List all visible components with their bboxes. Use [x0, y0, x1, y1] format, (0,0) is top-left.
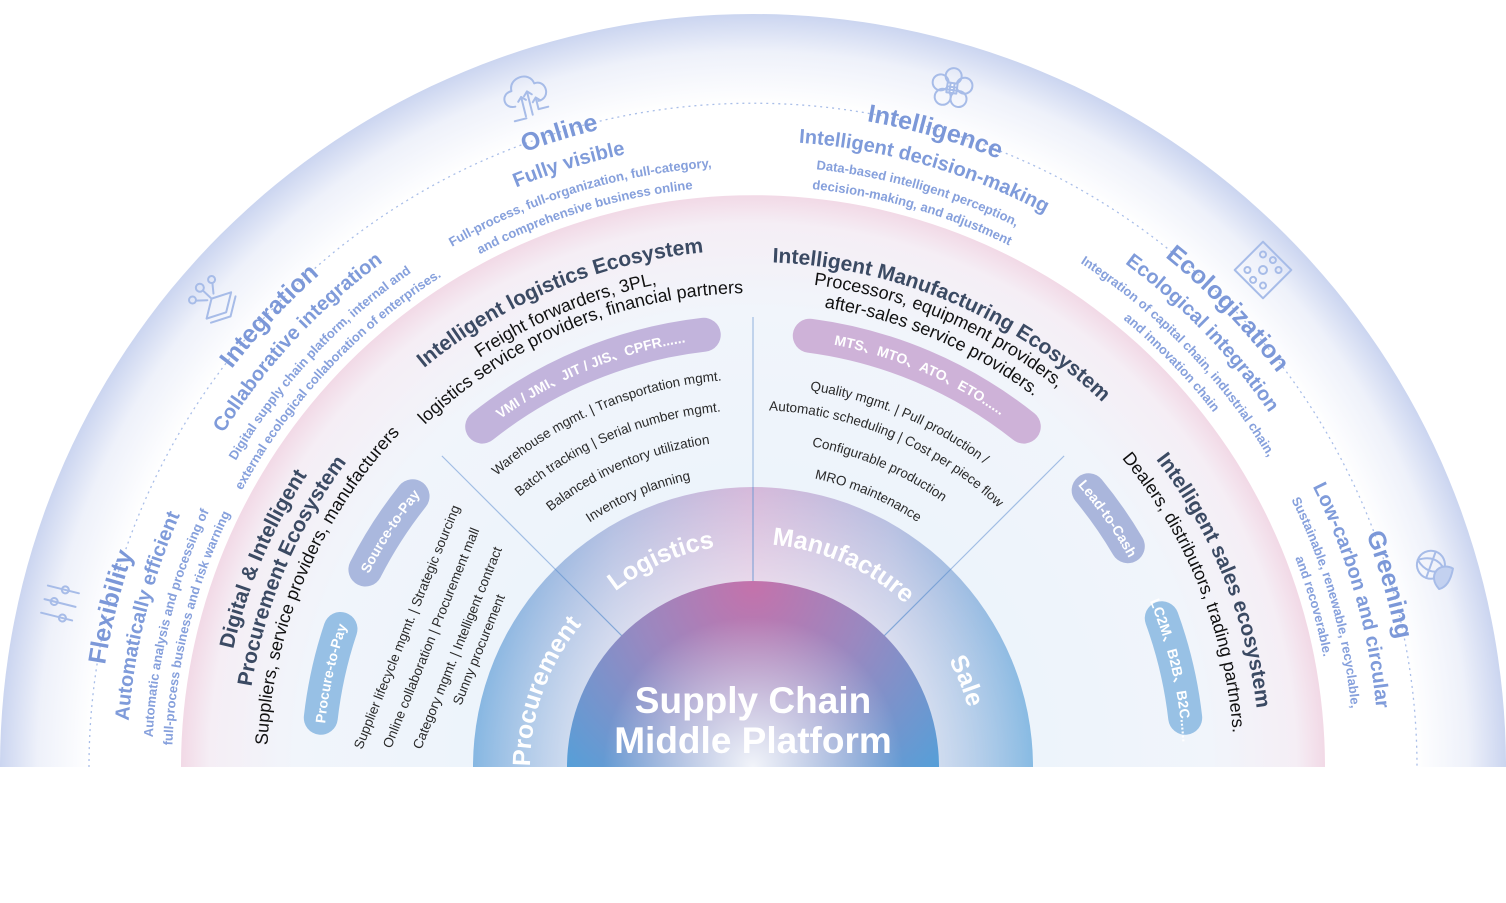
network-diamond-icon	[1233, 240, 1293, 300]
flow-pill	[465, 317, 721, 444]
center-title-line-1: Supply Chain	[635, 680, 871, 721]
module-divider	[554, 568, 624, 638]
layers-network-icon	[187, 275, 237, 324]
flow-pill	[303, 611, 358, 735]
sliders-icon	[40, 584, 80, 623]
flow-pills	[303, 317, 1203, 735]
module-dividers	[554, 487, 952, 638]
flow-pill	[792, 318, 1041, 444]
leaf-globe-icon	[1415, 549, 1454, 591]
center-glow	[603, 617, 903, 767]
sector-divider	[950, 455, 1065, 570]
sector-dividers	[441, 317, 1065, 570]
brain-chip-icon	[931, 67, 974, 109]
module-divider	[882, 568, 952, 638]
cloud-upload-icon	[503, 75, 550, 123]
flow-pill	[1071, 473, 1145, 564]
center-title-line-2: Middle Platform	[614, 720, 892, 761]
sector-divider	[441, 455, 556, 570]
flow-pill	[1144, 601, 1203, 735]
flow-pill	[348, 479, 430, 587]
